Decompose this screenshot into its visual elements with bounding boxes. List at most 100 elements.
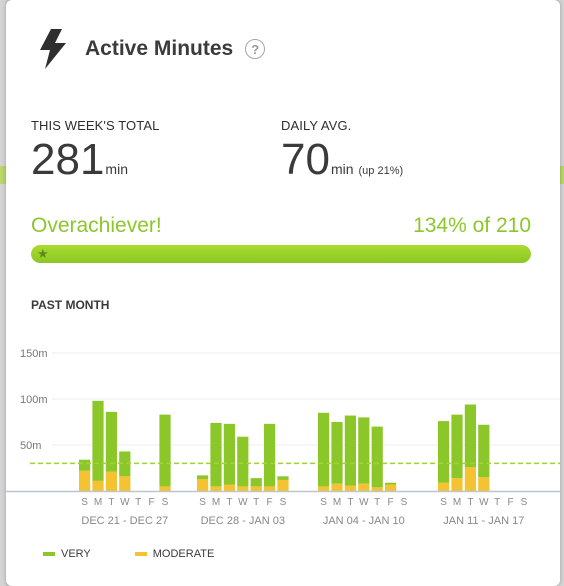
day-label: T	[494, 497, 500, 508]
bar-very	[331, 422, 343, 484]
background-edge-accent	[558, 166, 564, 184]
bar-very	[119, 451, 131, 477]
day-label: T	[347, 497, 353, 508]
bar-very	[385, 482, 397, 485]
bar-very	[92, 400, 104, 481]
week-total-value: 281	[31, 135, 105, 184]
bar-very	[79, 459, 91, 471]
day-label: S	[521, 497, 528, 508]
legend-label-very: VERY	[61, 548, 91, 560]
help-icon[interactable]: ?	[245, 39, 266, 59]
day-label: M	[333, 497, 341, 508]
legend-swatch-very	[43, 552, 55, 556]
bar-moderate	[318, 486, 330, 491]
bar-very	[264, 423, 276, 487]
bar-moderate	[264, 486, 276, 491]
bar-moderate	[464, 467, 476, 491]
bar-moderate	[237, 486, 249, 491]
bar-moderate	[197, 479, 209, 491]
week-total-unit: min	[105, 161, 128, 177]
lightning-bolt-icon	[40, 29, 66, 69]
bar-very	[358, 417, 370, 484]
day-label: S	[280, 497, 287, 508]
background-edge-accent	[0, 166, 6, 184]
bar-very	[451, 414, 463, 479]
bar-moderate	[119, 476, 131, 491]
week-label: DEC 21 - DEC 27	[81, 515, 168, 527]
card-header: Active Minutes ?	[36, 24, 266, 74]
day-label: S	[401, 497, 408, 508]
bar-very	[223, 423, 235, 485]
bar-moderate	[92, 480, 104, 491]
day-label: F	[267, 497, 273, 508]
bar-very	[478, 424, 490, 478]
day-label: S	[199, 497, 206, 508]
y-tick-label: 50m	[20, 440, 41, 452]
day-label: M	[212, 497, 220, 508]
star-icon: ★	[37, 246, 49, 261]
bar-very	[371, 426, 383, 488]
goal-summary: 134% of 210	[413, 214, 531, 237]
goal-progress-bar: ★	[31, 245, 531, 263]
day-label: S	[162, 497, 169, 508]
day-label: T	[108, 497, 114, 508]
bar-very	[250, 478, 262, 487]
bar-moderate	[344, 485, 356, 491]
daily-avg-unit: min	[330, 161, 354, 177]
bar-moderate	[159, 486, 171, 491]
day-label: W	[479, 497, 489, 508]
background-edge	[558, 0, 564, 586]
daily-avg-value: 70	[281, 135, 330, 184]
bar-moderate	[358, 483, 370, 491]
bar-very	[159, 414, 171, 487]
day-label: F	[388, 497, 394, 508]
chart-legend: VERY MODERATE	[43, 548, 258, 560]
bar-very	[318, 412, 330, 487]
day-label: W	[238, 497, 248, 508]
day-label: W	[359, 497, 369, 508]
day-label: F	[149, 497, 155, 508]
week-label: JAN 04 - JAN 10	[323, 515, 405, 527]
bar-moderate	[385, 484, 397, 491]
bar-moderate	[210, 486, 222, 491]
day-label: T	[467, 497, 473, 508]
daily-avg-stat: DAILY AVG. 70 min (up 21%)	[281, 118, 403, 184]
goal-status: Overachiever!	[31, 214, 162, 237]
bar-very	[210, 422, 222, 487]
bar-very	[277, 476, 289, 480]
bar-very	[237, 436, 249, 487]
card-title: Active Minutes	[85, 37, 234, 60]
day-label: M	[94, 497, 102, 508]
bar-moderate	[478, 477, 490, 491]
section-title: PAST MONTH	[31, 298, 110, 312]
week-total-label: THIS WEEK'S TOTAL	[31, 118, 160, 133]
y-tick-label: 150m	[20, 348, 48, 360]
bar-moderate	[223, 484, 235, 491]
day-label: T	[253, 497, 259, 508]
legend-swatch-moderate	[134, 552, 147, 556]
legend-item-very: VERY	[43, 548, 91, 560]
bar-moderate	[438, 482, 450, 491]
day-label: T	[374, 497, 380, 508]
legend-label-moderate: MODERATE	[152, 548, 215, 560]
daily-avg-change: (up 21%)	[358, 165, 404, 177]
bar-moderate	[250, 486, 262, 491]
day-label: T	[226, 497, 232, 508]
week-total-stat: THIS WEEK'S TOTAL 281 min	[31, 118, 159, 184]
bar-moderate	[79, 470, 91, 491]
bar-very	[438, 421, 450, 483]
bar-moderate	[451, 478, 463, 491]
day-label: M	[453, 497, 461, 508]
bar-very	[105, 411, 117, 472]
day-label: S	[320, 497, 327, 508]
week-label: JAN 11 - JAN 17	[443, 515, 524, 527]
day-label: S	[440, 497, 447, 508]
background-edge	[0, 0, 6, 586]
legend-item-moderate: MODERATE	[134, 548, 215, 560]
active-minutes-card: Active Minutes ? THIS WEEK'S TOTAL 281 m…	[6, 0, 560, 586]
y-tick-label: 100m	[20, 394, 48, 406]
goal-progress-fill	[31, 245, 531, 263]
bar-very	[344, 415, 356, 486]
day-label: T	[135, 497, 141, 508]
bar-moderate	[331, 483, 343, 491]
